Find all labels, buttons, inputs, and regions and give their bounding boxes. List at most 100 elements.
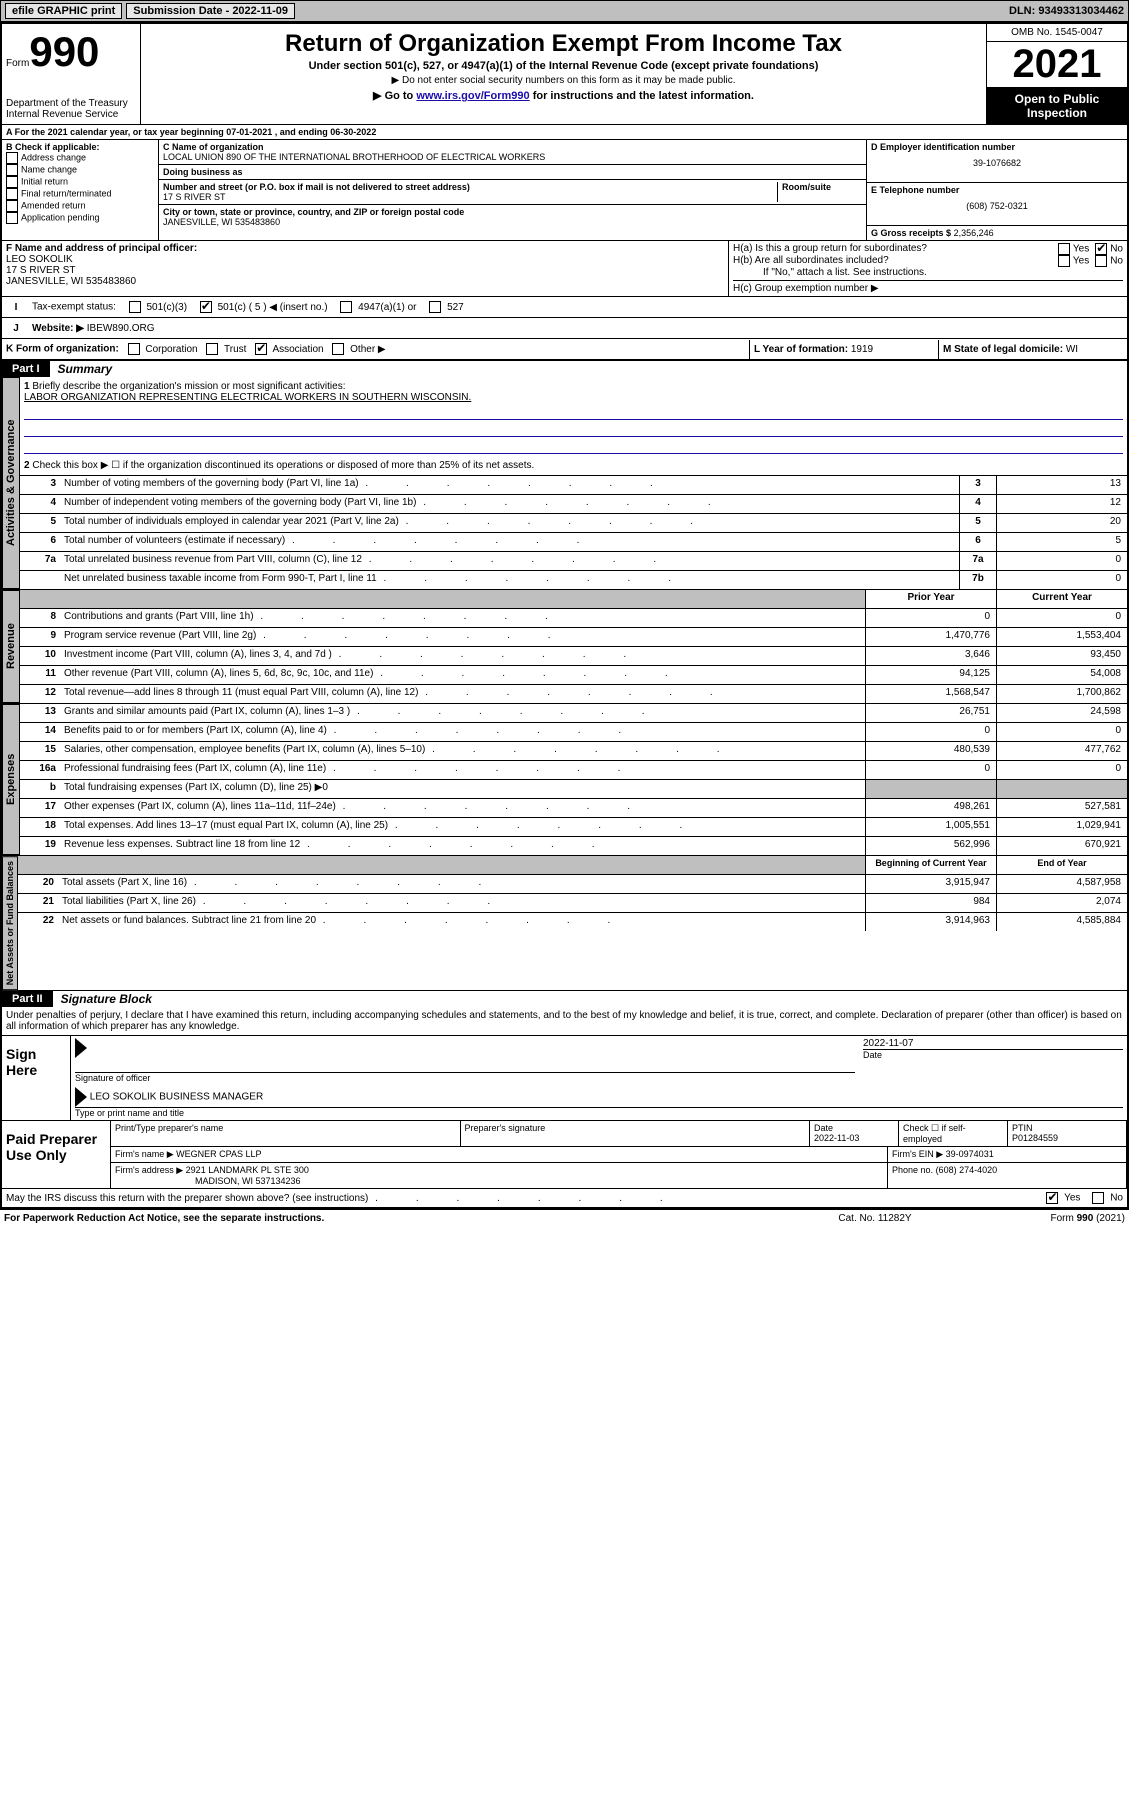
j-letter: J bbox=[2, 321, 30, 336]
gov-row: 3Number of voting members of the governi… bbox=[20, 475, 1127, 494]
chk-4947[interactable]: 4947(a)(1) or bbox=[340, 302, 416, 313]
discuss-no[interactable]: No bbox=[1092, 1192, 1123, 1204]
chk-amended[interactable]: Amended return bbox=[6, 200, 154, 212]
form-container: Form990 Department of the Treasury Inter… bbox=[0, 22, 1129, 1209]
data-row: 15Salaries, other compensation, employee… bbox=[20, 741, 1127, 760]
discuss-text: May the IRS discuss this return with the… bbox=[6, 1193, 1046, 1204]
hb-label: H(b) Are all subordinates included? bbox=[733, 255, 1058, 267]
declaration-text: Under penalties of perjury, I declare th… bbox=[2, 1007, 1127, 1035]
row-box: 3 bbox=[959, 476, 996, 494]
row-val: 20 bbox=[996, 514, 1127, 532]
i-letter: I bbox=[2, 300, 30, 315]
chk-assoc[interactable]: Association bbox=[255, 344, 323, 355]
paid-main: Print/Type preparer's name Preparer's si… bbox=[110, 1121, 1127, 1188]
current-year-hdr: Current Year bbox=[996, 590, 1127, 608]
mission-line-1 bbox=[24, 405, 1123, 420]
footer-left: For Paperwork Reduction Act Notice, see … bbox=[4, 1213, 775, 1224]
row-desc: Total expenses. Add lines 13–17 (must eq… bbox=[60, 818, 865, 836]
hb-yes[interactable]: Yes bbox=[1058, 255, 1089, 267]
discuss-yes[interactable]: Yes bbox=[1046, 1192, 1080, 1204]
q2-text: Check this box ▶ ☐ if the organization d… bbox=[32, 460, 534, 471]
row-num: 11 bbox=[20, 666, 60, 684]
part1-bar: Part I Summary bbox=[2, 360, 1127, 377]
ha-yes[interactable]: Yes bbox=[1058, 243, 1089, 255]
ha-row: H(a) Is this a group return for subordin… bbox=[733, 243, 1123, 255]
subtitle-3: ▶ Go to www.irs.gov/Form990 for instruct… bbox=[147, 89, 980, 102]
hb-no[interactable]: No bbox=[1095, 255, 1123, 267]
row-val: 5 bbox=[996, 533, 1127, 551]
row-num: 20 bbox=[18, 875, 58, 893]
row-num: 14 bbox=[20, 723, 60, 741]
row-current: 4,585,884 bbox=[996, 913, 1127, 931]
firm-name-label: Firm's name ▶ bbox=[115, 1149, 174, 1159]
sub3-pre: ▶ Go to bbox=[373, 90, 416, 102]
prep-date-label: Date bbox=[814, 1123, 894, 1133]
efile-print-button[interactable]: efile GRAPHIC print bbox=[5, 3, 122, 19]
row-desc: Revenue less expenses. Subtract line 18 … bbox=[60, 837, 865, 855]
firm-ein: 39-0974031 bbox=[946, 1149, 994, 1159]
discuss-row: May the IRS discuss this return with the… bbox=[2, 1188, 1127, 1207]
chk-other[interactable]: Other ▶ bbox=[332, 344, 385, 355]
chk-527[interactable]: 527 bbox=[429, 302, 463, 313]
omb-number: OMB No. 1545-0047 bbox=[987, 24, 1127, 42]
row-num: 10 bbox=[20, 647, 60, 665]
gross-value: 2,356,246 bbox=[954, 228, 994, 238]
row-num: 6 bbox=[20, 533, 60, 551]
chk-pending[interactable]: Application pending bbox=[6, 212, 154, 224]
chk-address[interactable]: Address change bbox=[6, 152, 154, 164]
subtitle-1: Under section 501(c), 527, or 4947(a)(1)… bbox=[147, 60, 980, 72]
chk-name[interactable]: Name change bbox=[6, 164, 154, 176]
row-desc: Total unrelated business revenue from Pa… bbox=[60, 552, 959, 570]
data-row: 17Other expenses (Part IX, column (A), l… bbox=[20, 798, 1127, 817]
street-value: 17 S RIVER ST bbox=[163, 192, 777, 202]
dept-label: Department of the Treasury bbox=[6, 98, 136, 109]
firm-phone: (608) 274-4020 bbox=[936, 1165, 998, 1175]
line-a: A For the 2021 calendar year, or tax yea… bbox=[2, 125, 1127, 140]
row-current: 1,700,862 bbox=[996, 685, 1127, 703]
header-right: OMB No. 1545-0047 2021 Open to Public In… bbox=[986, 24, 1127, 124]
row-current: 24,598 bbox=[996, 704, 1127, 722]
tax-year: 2021 bbox=[987, 42, 1127, 88]
summary-expenses: Expenses 13Grants and similar amounts pa… bbox=[2, 703, 1127, 855]
street-row: Number and street (or P.O. box if mail i… bbox=[159, 180, 866, 205]
prior-year-hdr: Prior Year bbox=[865, 590, 996, 608]
type-name-label: Type or print name and title bbox=[75, 1107, 1123, 1118]
f-street: 17 S RIVER ST bbox=[6, 265, 724, 276]
firm-addr2: MADISON, WI 537134236 bbox=[115, 1176, 883, 1186]
org-name: LOCAL UNION 890 OF THE INTERNATIONAL BRO… bbox=[163, 152, 862, 162]
ha-no[interactable]: No bbox=[1095, 243, 1123, 255]
row-desc: Number of voting members of the governin… bbox=[60, 476, 959, 494]
chk-501c[interactable]: 501(c) ( 5 ) ◀ (insert no.) bbox=[200, 302, 328, 313]
phone-value: (608) 752-0321 bbox=[871, 201, 1123, 211]
row-val: 12 bbox=[996, 495, 1127, 513]
chk-initial[interactable]: Initial return bbox=[6, 176, 154, 188]
room-label: Room/suite bbox=[782, 182, 862, 192]
chk-corp[interactable]: Corporation bbox=[128, 344, 198, 355]
f-label: F Name and address of principal officer: bbox=[6, 243, 724, 254]
form-title: Return of Organization Exempt From Incom… bbox=[147, 30, 980, 58]
check-self[interactable]: Check ☐ if self-employed bbox=[899, 1121, 1008, 1146]
row-num: 13 bbox=[20, 704, 60, 722]
hb-row: H(b) Are all subordinates included? Yes … bbox=[733, 255, 1123, 267]
row-num: 15 bbox=[20, 742, 60, 760]
row-desc: Total fundraising expenses (Part IX, col… bbox=[60, 780, 865, 798]
row-desc: Other revenue (Part VIII, column (A), li… bbox=[60, 666, 865, 684]
chk-trust[interactable]: Trust bbox=[206, 344, 246, 355]
row-klm: K Form of organization: Corporation Trus… bbox=[2, 338, 1127, 360]
row-current: 1,553,404 bbox=[996, 628, 1127, 646]
instructions-link[interactable]: www.irs.gov/Form990 bbox=[416, 90, 529, 102]
row-val: 13 bbox=[996, 476, 1127, 494]
ein-label: D Employer identification number bbox=[871, 142, 1123, 152]
open-public-badge: Open to Public Inspection bbox=[987, 88, 1127, 124]
m-label: M State of legal domicile: bbox=[943, 344, 1063, 355]
q1-text: LABOR ORGANIZATION REPRESENTING ELECTRIC… bbox=[24, 392, 1123, 403]
form-word: Form bbox=[6, 58, 29, 69]
city-row: City or town, state or province, country… bbox=[159, 205, 866, 229]
paid-label: Paid Preparer Use Only bbox=[2, 1121, 110, 1188]
street-label: Number and street (or P.O. box if mail i… bbox=[163, 182, 777, 192]
row-prior: 3,646 bbox=[865, 647, 996, 665]
summary-governance: Activities & Governance 1 Briefly descri… bbox=[2, 377, 1127, 589]
prep-sig-label: Preparer's signature bbox=[461, 1121, 811, 1146]
chk-501c3[interactable]: 501(c)(3) bbox=[129, 302, 187, 313]
chk-final[interactable]: Final return/terminated bbox=[6, 188, 154, 200]
